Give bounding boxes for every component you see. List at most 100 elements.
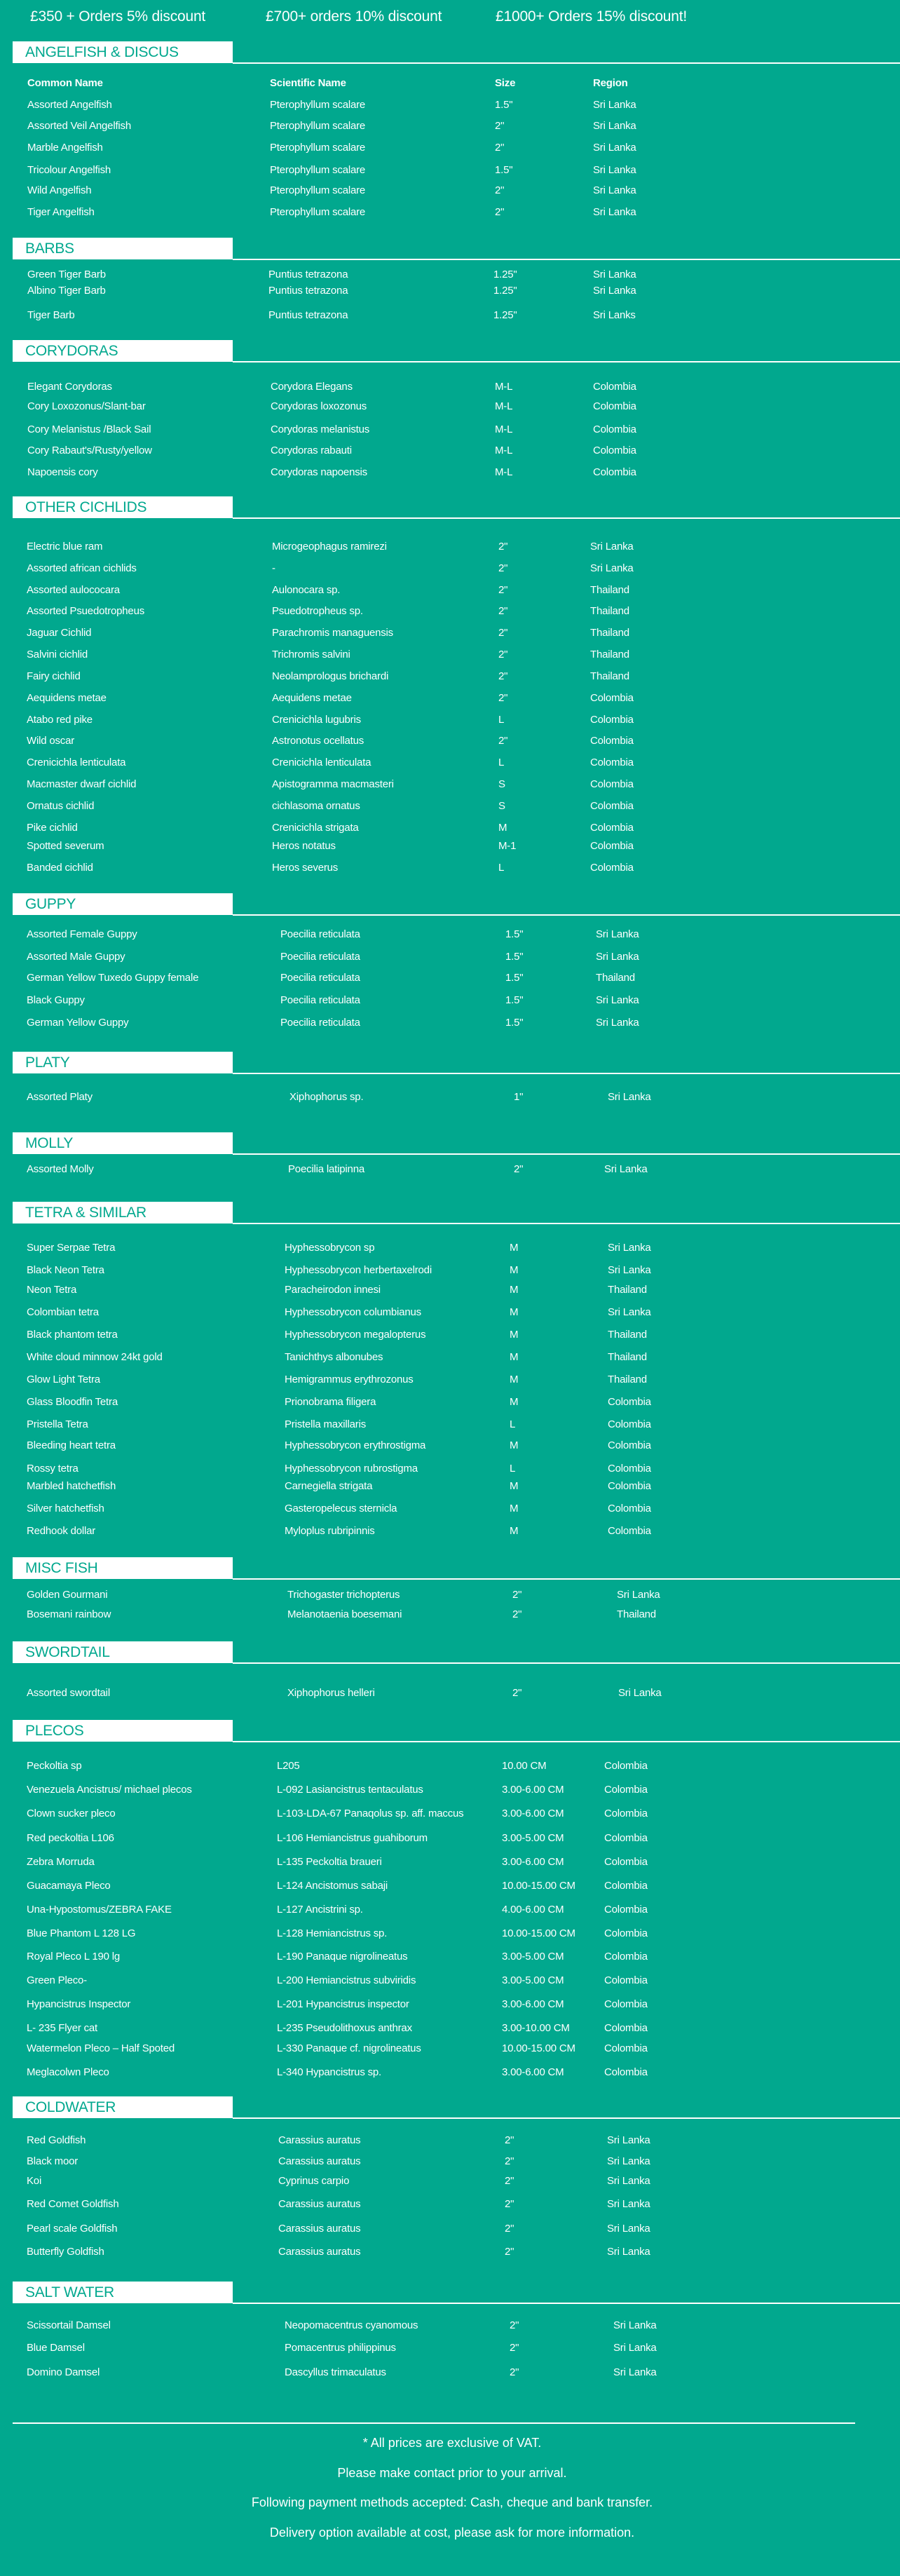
common-name-cell: Red Comet Goldfish bbox=[27, 2198, 119, 2210]
common-name-cell: Napoensis cory bbox=[27, 466, 98, 478]
section-header: BARBS bbox=[13, 238, 233, 259]
region-cell: Thailand bbox=[590, 670, 629, 682]
region-cell: Sri Lanka bbox=[613, 2342, 657, 2354]
size-cell: 4.00-6.00 CM bbox=[502, 1904, 564, 1916]
size-cell: 3.00-5.00 CM bbox=[502, 1974, 564, 1986]
size-cell: 2" bbox=[498, 584, 508, 596]
common-name-cell: Black Neon Tetra bbox=[27, 1264, 104, 1276]
size-cell: M bbox=[510, 1503, 519, 1514]
scientific-name-cell: Cyprinus carpio bbox=[278, 2175, 350, 2187]
column-header-region: Region bbox=[593, 77, 628, 89]
common-name-cell: Black phantom tetra bbox=[27, 1329, 118, 1341]
common-name-cell: Super Serpae Tetra bbox=[27, 1242, 116, 1254]
scientific-name-cell: Corydoras rabauti bbox=[271, 445, 352, 456]
size-cell: M bbox=[510, 1351, 519, 1363]
region-cell: Colombia bbox=[604, 2066, 648, 2078]
size-cell: 1.25" bbox=[493, 269, 517, 280]
discount-tier-3: £1000+ Orders 15% discount! bbox=[496, 8, 688, 25]
scientific-name-cell: Poecilia reticulata bbox=[280, 994, 360, 1006]
region-cell: Colombia bbox=[604, 1927, 648, 1939]
size-cell: 1.5" bbox=[505, 928, 524, 940]
region-cell: Colombia bbox=[604, 1904, 648, 1916]
common-name-cell: Jaguar Cichlid bbox=[27, 627, 92, 639]
scientific-name-cell: L-330 Panaque cf. nigrolineatus bbox=[277, 2042, 421, 2054]
region-cell: Sri Lanka bbox=[608, 1264, 651, 1276]
scientific-name-cell: L-135 Peckoltia braueri bbox=[277, 1856, 382, 1868]
size-cell: M-1 bbox=[498, 840, 517, 852]
region-cell: Colombia bbox=[604, 2042, 648, 2054]
size-cell: 10.00-15.00 CM bbox=[502, 2042, 575, 2054]
region-cell: Sri Lanka bbox=[593, 285, 636, 297]
section-header: MOLLY bbox=[13, 1132, 233, 1154]
region-cell: Sri Lanka bbox=[596, 951, 639, 963]
common-name-cell: White cloud minnow 24kt gold bbox=[27, 1351, 163, 1363]
section-title: COLDWATER bbox=[25, 2099, 116, 2115]
scientific-name-cell: L-128 Hemiancistrus sp. bbox=[277, 1927, 388, 1939]
region-cell: Colombia bbox=[590, 840, 634, 852]
common-name-cell: Blue Damsel bbox=[27, 2342, 85, 2354]
size-cell: 2" bbox=[498, 605, 508, 617]
scientific-name-cell: Carassius auratus bbox=[278, 2198, 361, 2210]
size-cell: S bbox=[498, 800, 505, 812]
scientific-name-cell: Corydoras loxozonus bbox=[271, 400, 367, 412]
region-cell: Sri Lanka bbox=[593, 269, 636, 280]
scientific-name-cell: Hyphessobrycon rubrostigma bbox=[285, 1463, 418, 1475]
scientific-name-cell: Hyphessobrycon sp bbox=[285, 1242, 375, 1254]
scientific-name-cell: Carassius auratus bbox=[278, 2155, 361, 2167]
region-cell: Colombia bbox=[593, 381, 636, 393]
section-divider bbox=[233, 259, 900, 260]
scientific-name-cell: - bbox=[272, 562, 275, 574]
scientific-name-cell: Heros severus bbox=[272, 862, 339, 874]
scientific-name-cell: L-340 Hypancistrus sp. bbox=[277, 2066, 382, 2078]
section-header: SALT WATER bbox=[13, 2282, 233, 2303]
common-name-cell: Tiger Angelfish bbox=[27, 206, 95, 218]
section-divider bbox=[233, 1073, 900, 1074]
section-header: OTHER CICHLIDS bbox=[13, 496, 233, 518]
size-cell: 2" bbox=[498, 541, 508, 553]
common-name-cell: Scissortail Damsel bbox=[27, 2319, 111, 2331]
scientific-name-cell: Trichogaster trichopterus bbox=[287, 1589, 400, 1601]
common-name-cell: Cory Rabaut's/Rusty/yellow bbox=[27, 445, 152, 456]
scientific-name-cell: cichlasoma ornatus bbox=[272, 800, 360, 812]
size-cell: 3.00-5.00 CM bbox=[502, 1951, 564, 1962]
scientific-name-cell: Neolamprologus brichardi bbox=[272, 670, 389, 682]
region-cell: Colombia bbox=[604, 1784, 648, 1796]
column-header-common-name: Common Name bbox=[27, 77, 103, 89]
scientific-name-cell: Poecilia reticulata bbox=[280, 928, 360, 940]
common-name-cell: Pristella Tetra bbox=[27, 1418, 88, 1430]
size-cell: M bbox=[510, 1396, 519, 1408]
section-divider bbox=[233, 1153, 900, 1155]
common-name-cell: Tiger Barb bbox=[27, 309, 75, 321]
size-cell: 2" bbox=[498, 692, 508, 704]
common-name-cell: Cory Loxozonus/Slant-bar bbox=[27, 400, 146, 412]
size-cell: M-L bbox=[495, 423, 513, 435]
common-name-cell: Venezuela Ancistrus/ michael plecos bbox=[27, 1784, 192, 1796]
size-cell: 3.00-6.00 CM bbox=[502, 2066, 564, 2078]
section-title: SWORDTAIL bbox=[25, 1644, 110, 1660]
scientific-name-cell: Hyphessobrycon erythrostigma bbox=[285, 1439, 426, 1451]
size-cell: 2" bbox=[498, 670, 508, 682]
size-cell: M bbox=[510, 1374, 519, 1385]
common-name-cell: Glass Bloodfin Tetra bbox=[27, 1396, 118, 1408]
section-divider bbox=[233, 1578, 900, 1580]
size-cell: L bbox=[498, 862, 505, 874]
scientific-name-cell: L-201 Hypancistrus inspector bbox=[277, 1998, 409, 2010]
scientific-name-cell: Puntius tetrazona bbox=[268, 309, 348, 321]
common-name-cell: Assorted aulococara bbox=[27, 584, 120, 596]
region-cell: Thailand bbox=[596, 972, 635, 984]
size-cell: M-L bbox=[495, 445, 513, 456]
common-name-cell: Crenicichla lenticulata bbox=[27, 757, 126, 768]
common-name-cell: Meglacolwn Pleco bbox=[27, 2066, 109, 2078]
size-cell: 10.00-15.00 CM bbox=[502, 1880, 575, 1892]
common-name-cell: Rossy tetra bbox=[27, 1463, 79, 1475]
section-title: MISC FISH bbox=[25, 1560, 98, 1576]
region-cell: Colombia bbox=[593, 445, 636, 456]
common-name-cell: Glow Light Tetra bbox=[27, 1374, 100, 1385]
size-cell: M-L bbox=[495, 381, 513, 393]
section-divider bbox=[233, 1223, 900, 1224]
size-cell: 1.5" bbox=[505, 1017, 524, 1029]
scientific-name-cell: Corydoras melanistus bbox=[271, 423, 370, 435]
scientific-name-cell: Xiphophorus sp. bbox=[289, 1091, 364, 1103]
region-cell: Colombia bbox=[604, 1760, 648, 1772]
region-cell: Colombia bbox=[604, 1880, 648, 1892]
